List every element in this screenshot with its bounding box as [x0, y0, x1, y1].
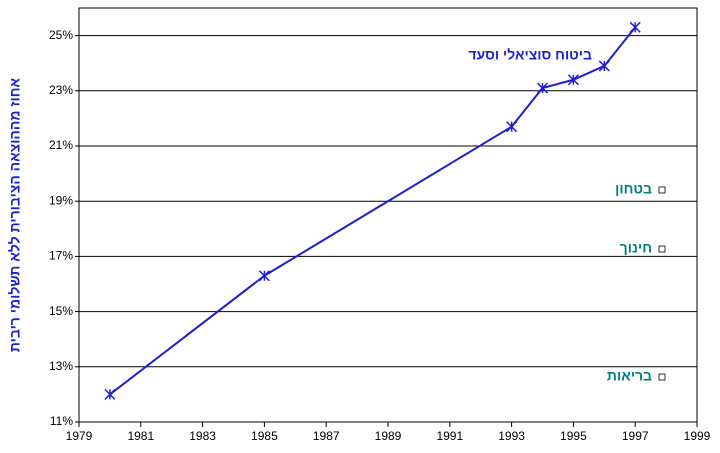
y-tick-label: 23% [49, 83, 73, 97]
series-label: ביטוח סוציאלי וסעד [468, 47, 592, 63]
y-tick-label: 15% [49, 304, 73, 318]
marker [567, 74, 579, 86]
y-tick-label: 17% [49, 249, 73, 263]
x-tick-label: 1993 [498, 429, 525, 443]
x-tick-label: 1987 [313, 429, 340, 443]
marker [536, 82, 549, 94]
y-tick-label: 19% [49, 193, 73, 207]
x-tick-label: 1999 [684, 429, 711, 443]
legend-label: בריאות [607, 368, 652, 384]
marker [258, 270, 270, 282]
y-tick-label: 21% [49, 138, 73, 152]
series-line [109, 26, 636, 396]
legend-label: בטחון [615, 181, 652, 197]
x-tick-label: 1997 [622, 429, 649, 443]
marker [598, 60, 610, 72]
x-tick-label: 1991 [436, 429, 463, 443]
y-axis-label: אחוז מההוצאה הציבורית ללא תשלומי ריבית [7, 77, 23, 352]
x-tick-label: 1981 [127, 429, 154, 443]
legend-label: חינוך [620, 240, 652, 256]
x-tick-label: 1995 [560, 429, 587, 443]
plot-frame [78, 7, 698, 423]
y-tick-label: 11% [50, 414, 73, 428]
marker [104, 388, 116, 400]
marker [629, 21, 641, 33]
x-tick-label: 1979 [66, 429, 93, 443]
y-tick-label: 13% [49, 359, 73, 373]
legend-swatch [658, 373, 666, 381]
x-tick-label: 1989 [375, 429, 402, 443]
x-tick-label: 1985 [251, 429, 278, 443]
legend-swatch [658, 245, 666, 253]
x-tick-label: 1983 [189, 429, 216, 443]
marker [506, 121, 518, 133]
legend-swatch [658, 186, 666, 194]
y-tick-label: 25% [49, 28, 73, 42]
